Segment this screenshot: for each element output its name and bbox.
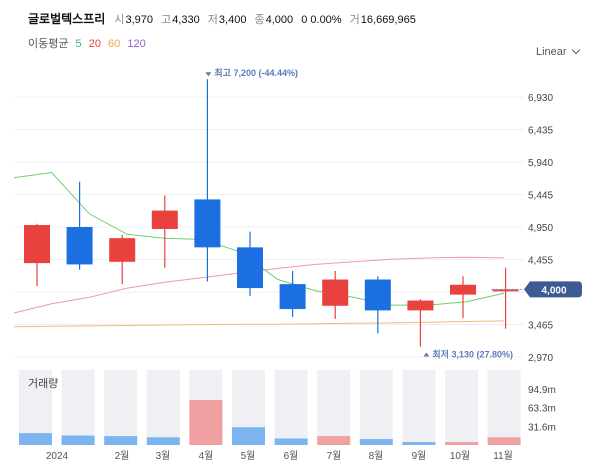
volume-column-bg [359,370,393,445]
candle-body [450,284,476,295]
volume-column-bg [104,370,138,445]
y-tick-label: 5,940 [528,158,553,169]
volume-bar [19,433,52,445]
stock-name: 글로벌텍스프리 [28,12,106,26]
candle-body [237,247,263,289]
high-value: 4,330 [172,14,200,26]
y-tick-label: 6,435 [528,126,553,137]
x-tick-label: 5월 [241,450,256,462]
annotations: 최고 7,200 (-44.44%) 최저 3,130 (27.80%) [205,67,513,359]
volume-bar [189,399,223,445]
volume-bar [61,435,95,445]
x-axis: 2024 2월 3월 4월 5월 6월 7월 8월 9월 10월 11월 [46,450,513,462]
volume-bar [232,427,265,445]
volume-title: 거래량 [28,378,59,390]
volume-tick-label: 63.3m [528,404,556,415]
x-tick-label: 2월 [115,450,130,462]
price-badge-shape [524,281,582,298]
volume-column-bg [487,370,521,445]
ma-period-20[interactable]: 20 [88,38,101,50]
volume-column-bg [317,370,351,445]
candle-body [109,238,136,262]
close-value: 4,000 [265,14,294,26]
volume-bars [19,399,521,445]
open-value: 3,970 [125,14,153,26]
candle-body [492,289,519,292]
x-tick-label: 2024 [46,451,69,462]
volume-panel [19,370,521,445]
x-tick-label: 8월 [369,450,384,462]
volume-bar [359,439,393,445]
x-tick-label: 4월 [199,450,214,462]
volume-bar [146,437,180,445]
candle-body [24,225,50,264]
y-axis: 6,9306,4355,9405,4454,9504,4553,9653,465… [528,93,553,364]
candle-body [322,279,349,306]
quote-header: 글로벌텍스프리 시3,970 고4,330 저3,400 종4,000 0 0.… [28,10,421,26]
candle-body [194,199,221,248]
high-label: 고 [161,14,172,26]
close-label: 종 [254,14,265,26]
candle-body [151,210,178,229]
candle-body [66,227,93,265]
x-tick-label: 9월 [412,450,427,462]
volume-column-bg [146,370,180,445]
candle-body [279,284,306,310]
volume-bar [445,442,478,445]
volume-column-bg [274,370,308,445]
volume-bar [104,436,138,445]
moving-average-legend: 이동평균 5 20 60 120 [28,35,150,51]
x-tick-label: 10월 [450,450,470,462]
low-value: 3,400 [218,14,247,26]
change-value: 0 0.00% [301,14,342,26]
volume-value: 16,669,965 [360,14,416,26]
ma60-line [13,320,505,328]
x-tick-label: 3월 [156,450,171,462]
y-tick-label: 3,465 [528,321,553,332]
y-tick-label: 2,970 [528,353,553,364]
candle-body [407,300,434,311]
low-label: 저 [207,14,218,26]
volume-bar [274,438,308,445]
candles [24,79,519,347]
open-label: 시 [114,14,125,26]
low-annotation: 최저 3,130 (27.80%) [432,348,513,359]
volume-bar [317,436,351,445]
volume-bar [402,442,436,445]
volume-axis: 94.9m 63.3m 31.6m [528,385,556,434]
y-tick-label: 4,950 [528,223,553,234]
volume-label: 거 [349,14,360,26]
candle-body [364,279,391,311]
high-annotation: 최고 7,200 (-44.44%) [214,67,298,78]
x-tick-label: 6월 [284,450,299,462]
volume-bar [487,437,521,445]
triangle-up-icon [423,352,430,357]
volume-tick-label: 31.6m [528,422,556,433]
x-tick-label: 7월 [327,450,342,462]
ma-period-5[interactable]: 5 [75,38,82,50]
volume-tick-label: 94.9m [528,385,556,396]
y-tick-label: 4,455 [528,256,553,267]
current-price-label: 4,000 [541,285,566,296]
scale-selector[interactable]: Linear [536,45,580,58]
x-tick-label: 11월 [493,450,513,462]
ma-period-120[interactable]: 120 [127,38,146,50]
current-price-badge: 4,000 [491,281,582,298]
moving-average-title: 이동평균 [28,38,69,50]
volume-column-bg [402,370,436,445]
ma-period-60[interactable]: 60 [108,38,121,50]
triangle-down-icon [205,72,212,77]
volume-column-bg [61,370,95,445]
volume-column-bg [19,370,52,445]
scale-label: Linear [536,46,567,58]
y-tick-label: 5,445 [528,191,553,202]
y-tick-label: 6,930 [528,93,553,104]
volume-column-bg [445,370,478,445]
